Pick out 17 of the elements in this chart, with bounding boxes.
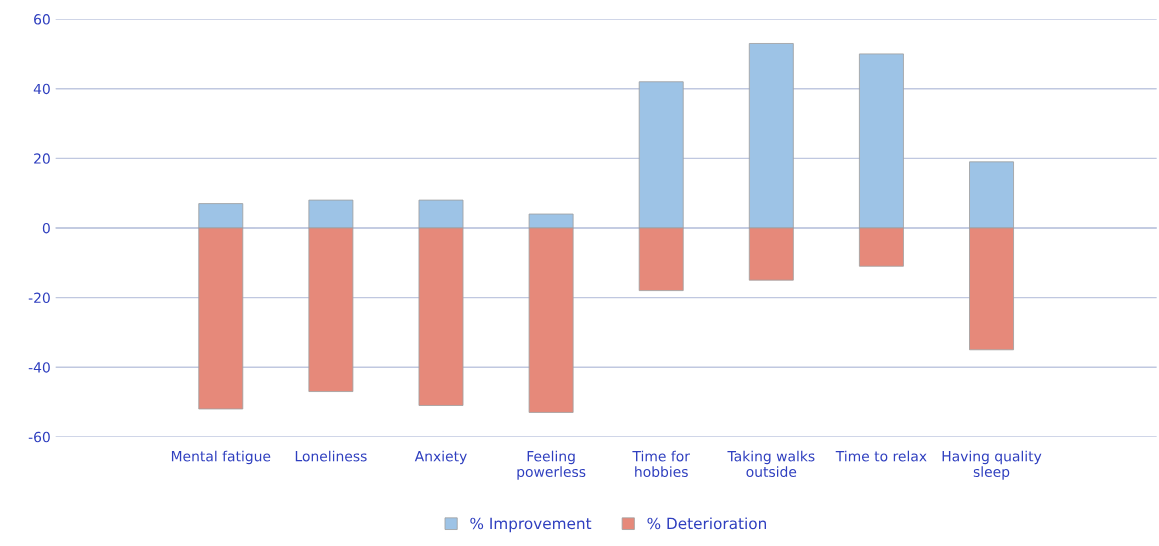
y-tick-label: -60 — [28, 431, 50, 443]
y-tick-label: 60 — [34, 14, 50, 25]
x-tick-label: Mental fatigue — [171, 450, 271, 465]
x-tick-label: Anxiety — [414, 450, 467, 465]
x-tick-label: Time for hobbies — [632, 450, 690, 477]
y-tick-label: 20 — [34, 153, 50, 164]
x-tick-label: Time to relax — [835, 450, 927, 462]
y-tick-label: -40 — [28, 362, 50, 373]
y-tick-label: -20 — [28, 292, 50, 304]
legend-label: % Deterioration — [647, 517, 767, 530]
legend-label: % Improvement — [470, 517, 592, 533]
y-tick-label: 0 — [42, 222, 50, 234]
x-tick-label: Taking walks outside — [727, 450, 815, 477]
y-tick-label: 40 — [33, 83, 50, 95]
x-tick-label: Loneliness — [295, 450, 367, 462]
x-tick-label: Having quality sleep — [942, 450, 1042, 480]
x-tick-label: Feeling powerless — [517, 450, 586, 480]
